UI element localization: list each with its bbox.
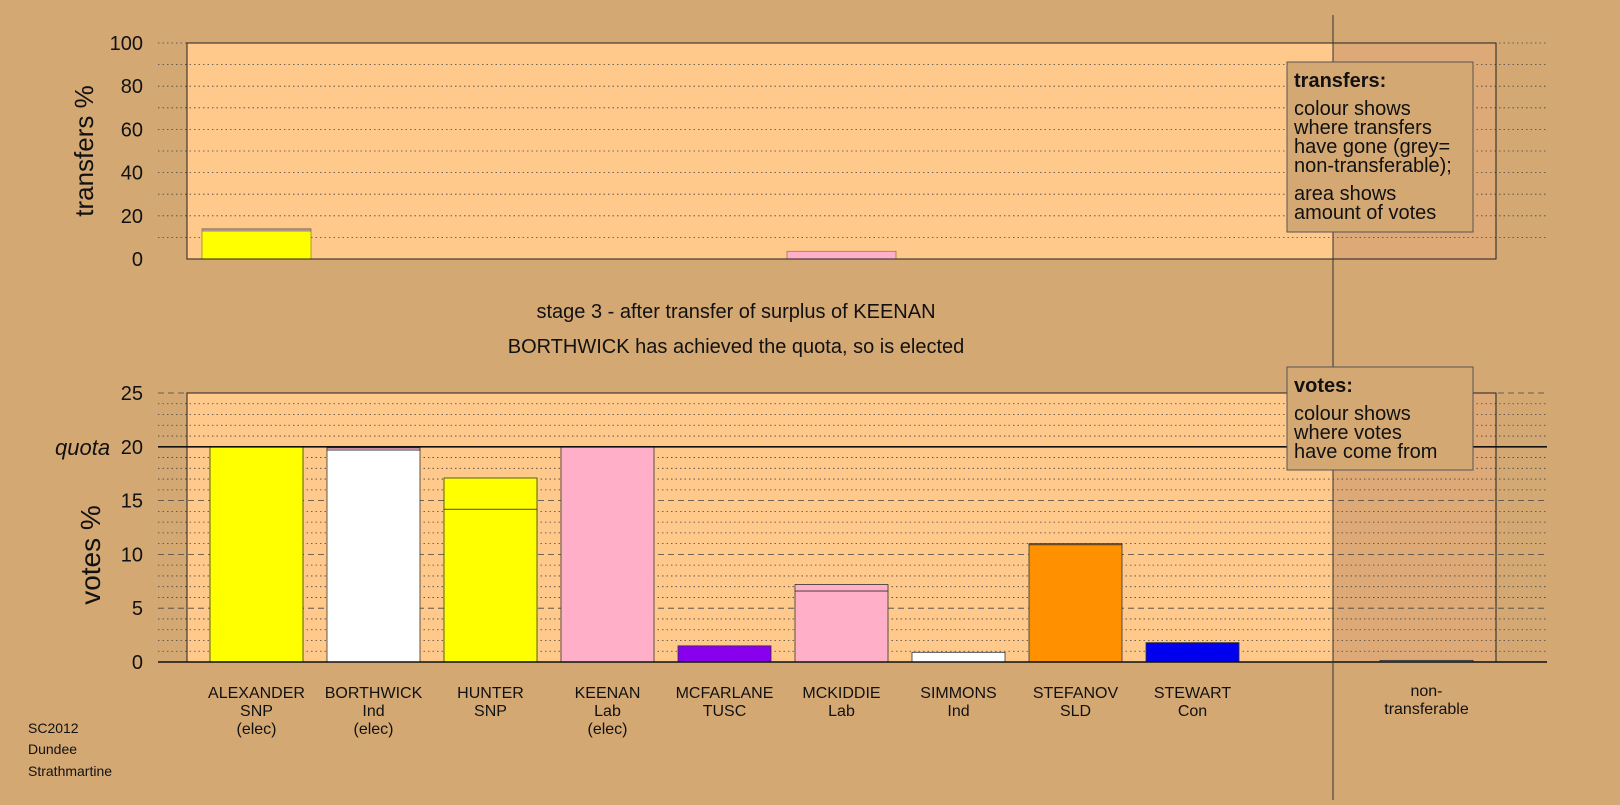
votes-legend-line: colour shows (1294, 403, 1411, 425)
candidate-party-label: SLD (1060, 703, 1091, 720)
quota-label: quota (55, 435, 110, 460)
vote-bar-segment (794, 584, 889, 592)
quota-tick-label: 20 (121, 437, 143, 459)
nontransferable-label: transferable (1384, 701, 1469, 718)
candidate-status-label: (elec) (587, 721, 627, 738)
transfers-legend-line: area shows (1294, 183, 1396, 205)
candidate-status-label: (elec) (353, 721, 393, 738)
footer-election: SC2012 (28, 720, 79, 736)
vote-bar-segment (443, 508, 538, 663)
votes-tick-label: 10 (121, 544, 143, 566)
vote-bar-segment (677, 645, 772, 663)
transfers-legend-box (1286, 61, 1474, 233)
transfers-legend-line: amount of votes (1294, 202, 1436, 224)
candidate-name-label: MCKIDDIE (802, 685, 880, 702)
vote-bar-segment (1145, 642, 1240, 663)
candidate-party-label: Con (1178, 703, 1207, 720)
transfers-tick-label: 80 (121, 76, 143, 98)
transfers-legend-line: have gone (grey= (1294, 136, 1450, 158)
candidate-party-label: SNP (474, 703, 507, 720)
transfers-legend-line: colour shows (1294, 98, 1411, 120)
transfers-y-axis-label: transfers % (69, 85, 99, 217)
vote-bar-segment (326, 447, 421, 451)
candidate-name-label: ALEXANDER (208, 685, 305, 702)
vote-bar-segment (443, 477, 538, 510)
vote-bar-segment (209, 446, 304, 663)
footer-council: Dundee (28, 741, 78, 757)
vote-bar-segment (1028, 543, 1123, 546)
candidate-party-label: Ind (362, 703, 384, 720)
candidate-party-label: SNP (240, 703, 273, 720)
candidate-name-label: STEFANOV (1033, 685, 1119, 702)
candidate-name-label: STEWART (1154, 685, 1232, 702)
transfers-legend-line: non-transferable); (1294, 155, 1452, 177)
election-status-text: BORTHWICK has achieved the quota, so is … (508, 336, 965, 358)
votes-tick-label: 5 (132, 598, 143, 620)
transfers-tick-label: 100 (110, 33, 143, 55)
vote-bar-segment (794, 590, 889, 663)
votes-legend-title: votes: (1294, 375, 1353, 397)
transfers-legend-line: where transfers (1293, 117, 1432, 139)
candidate-party-label: TUSC (703, 703, 747, 720)
transfer-bar-segment (201, 228, 312, 231)
transfer-bar-segment (786, 250, 897, 260)
candidate-name-label: SIMMONS (920, 685, 996, 702)
candidate-party-label: Ind (947, 703, 969, 720)
nontransferable-label: non- (1410, 683, 1442, 700)
transfers-tick-label: 40 (121, 163, 143, 185)
votes-legend-line: where votes (1293, 422, 1402, 444)
vote-bar-segment (1028, 544, 1123, 663)
transfer-bar-segment (201, 230, 312, 260)
vote-bar-segment (911, 651, 1006, 663)
transfers-plot-area (187, 43, 1496, 259)
transfers-tick-label: 60 (121, 119, 143, 141)
votes-legend-line: have come from (1294, 441, 1437, 463)
vote-bar-segment (560, 446, 655, 663)
candidate-name-label: HUNTER (457, 685, 524, 702)
candidate-name-label: BORTHWICK (325, 685, 423, 702)
vote-bar-segment (326, 449, 421, 663)
votes-tick-label: 25 (121, 383, 143, 405)
candidate-status-label: (elec) (236, 721, 276, 738)
votes-legend-box (1286, 366, 1474, 471)
candidate-name-label: MCFARLANE (676, 685, 774, 702)
stage-description: stage 3 - after transfer of surplus of K… (536, 301, 935, 323)
transfers-legend-title: transfers: (1294, 70, 1386, 92)
candidate-party-label: Lab (828, 703, 855, 720)
votes-y-axis-label: votes % (75, 505, 106, 605)
candidate-party-label: Lab (594, 703, 621, 720)
footer-ward: Strathmartine (28, 763, 113, 779)
candidate-name-label: KEENAN (575, 685, 641, 702)
votes-tick-label: 15 (121, 491, 143, 513)
transfers-tick-label: 20 (121, 206, 143, 228)
votes-tick-label: 0 (132, 652, 143, 674)
transfers-tick-label: 0 (132, 249, 143, 271)
